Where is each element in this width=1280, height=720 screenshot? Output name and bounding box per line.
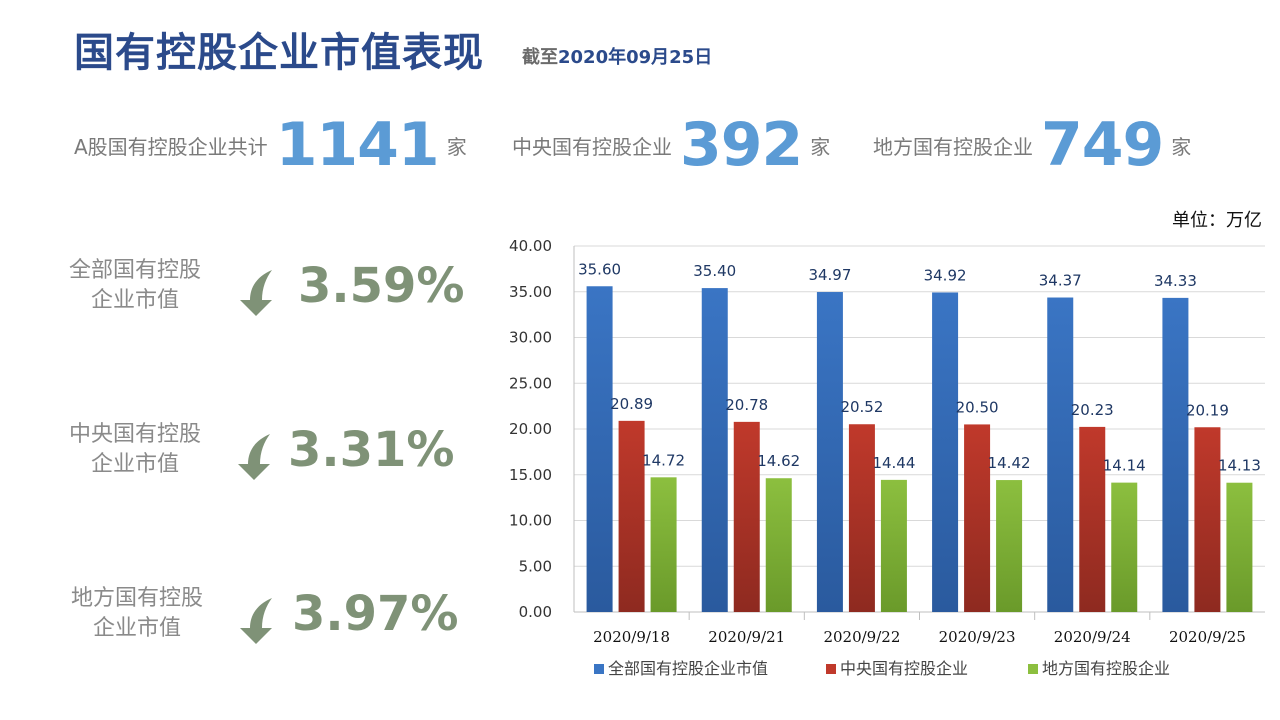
arrow-down-icon (238, 434, 270, 480)
arrow-down-icon (240, 598, 272, 644)
change-local: 地方国有控股 企业市值 3.97% (50, 584, 470, 664)
bar-series-1 (932, 292, 959, 612)
bar-value-label: 35.60 (578, 260, 621, 278)
change-all: 全部国有控股 企业市值 3.59% (50, 256, 470, 336)
x-tick-label: 2020/9/24 (1054, 628, 1131, 646)
change-central-label-line1: 中央国有控股 (68, 422, 201, 447)
bar-value-label: 14.62 (757, 452, 800, 470)
bar-series-2 (848, 424, 875, 612)
bar-value-label: 14.72 (642, 451, 685, 469)
bar-value-label: 20.52 (840, 398, 883, 416)
legend-swatch (826, 664, 836, 674)
bar-series-3 (880, 479, 907, 612)
page-subtitle: 截至2020年09月25日 (522, 43, 712, 69)
x-tick-label: 2020/9/25 (1169, 628, 1246, 646)
change-all-label: 全部国有控股 企业市值 (50, 256, 220, 316)
bar-value-label: 14.42 (988, 454, 1031, 472)
subtitle-prefix: 截至 (522, 47, 558, 68)
bar-series-2 (618, 420, 645, 612)
stat-central-label: 中央国有控股企业 (512, 134, 672, 159)
bar-series-1 (701, 288, 728, 612)
change-central: 中央国有控股 企业市值 3.31% (50, 420, 470, 500)
y-tick-label: 20.00 (509, 420, 552, 438)
y-tick-label: 35.00 (509, 283, 552, 301)
stat-local-label: 地方国有控股企业 (873, 134, 1033, 159)
bar-value-label: 35.40 (693, 262, 736, 280)
change-local-label: 地方国有控股 企业市值 (52, 584, 222, 644)
change-central-label-line2: 企业市值 (90, 452, 179, 477)
bar-series-3 (650, 477, 677, 612)
bar-value-label: 20.19 (1186, 401, 1229, 419)
legend-label: 地方国有控股企业 (1042, 659, 1170, 678)
change-central-label: 中央国有控股 企业市值 (50, 420, 220, 480)
stat-local: 地方国有控股企业 749 家 (873, 110, 1192, 180)
y-tick-label: 5.00 (519, 557, 552, 575)
bar-series-2 (1194, 427, 1221, 612)
change-all-label-line1: 全部国有控股 (68, 258, 201, 283)
bar-value-label: 20.78 (725, 396, 768, 414)
x-tick-label: 2020/9/21 (708, 628, 785, 646)
market-value-bar-chart: 0.00 5.00 10.00 15.00 20.00 25.00 30.00 35.00 40… (509, 237, 1265, 678)
change-all-value: 3.59% (298, 258, 465, 314)
change-local-label-line2: 企业市值 (92, 616, 181, 641)
legend-label: 全部国有控股企业市值 (608, 659, 768, 678)
change-local-label-line1: 地方国有控股 (70, 586, 203, 611)
stat-total-unit: 家 (446, 134, 467, 159)
bar-series-1 (816, 292, 843, 612)
subtitle-date: 2020年09月25日 (558, 47, 713, 68)
stat-central-unit: 家 (810, 134, 831, 159)
legend-swatch (1028, 664, 1038, 674)
bar-value-label: 20.89 (610, 395, 653, 413)
y-tick-label: 10.00 (509, 512, 552, 530)
y-tick-label: 30.00 (509, 329, 552, 347)
bar-series-2 (1079, 426, 1106, 612)
chart-unit-label: 单位：万亿 (1172, 210, 1262, 231)
arrow-down-icon (240, 270, 272, 316)
bar-value-label: 14.44 (872, 454, 915, 472)
bar-series-3 (1226, 482, 1253, 612)
bar-series-3 (996, 480, 1023, 612)
y-tick-label: 25.00 (509, 374, 552, 392)
bar-series-1 (586, 286, 613, 612)
stat-local-unit: 家 (1171, 134, 1192, 159)
bar-value-label: 14.14 (1103, 457, 1146, 475)
bar-series-3 (765, 478, 792, 612)
x-tick-label: 2020/9/22 (823, 628, 900, 646)
stat-central: 中央国有控股企业 392 家 (512, 110, 831, 180)
stat-total-label: A股国有控股企业共计 (74, 134, 268, 159)
change-all-label-line2: 企业市值 (90, 288, 179, 313)
bar-value-label: 34.33 (1154, 272, 1197, 290)
stat-local-value: 749 (1041, 110, 1164, 180)
bar-series-2 (733, 421, 760, 612)
bar-value-label: 34.37 (1039, 272, 1082, 290)
stat-total: A股国有控股企业共计 1141 家 (74, 110, 467, 180)
bar-value-label: 34.97 (808, 266, 851, 284)
bar-series-3 (1111, 482, 1138, 612)
bar-series-1 (1162, 297, 1189, 612)
y-tick-label: 15.00 (509, 466, 552, 484)
bar-value-label: 34.92 (924, 266, 967, 284)
bar-value-label: 20.23 (1071, 401, 1114, 419)
stat-total-value: 1141 (275, 110, 440, 180)
page-title: 国有控股企业市值表现 (74, 30, 484, 76)
bar-value-label: 14.13 (1218, 457, 1261, 475)
legend-swatch (594, 664, 604, 674)
bar-value-label: 20.50 (956, 398, 999, 416)
x-tick-label: 2020/9/23 (939, 628, 1016, 646)
change-local-value: 3.97% (292, 586, 459, 642)
y-tick-label: 40.00 (509, 237, 552, 255)
x-tick-label: 2020/9/18 (593, 628, 670, 646)
bar-series-1 (1047, 297, 1074, 612)
legend-label: 中央国有控股企业 (840, 659, 968, 678)
bar-series-2 (964, 424, 991, 612)
change-central-value: 3.31% (288, 422, 455, 478)
stat-central-value: 392 (680, 110, 803, 180)
y-tick-label: 0.00 (519, 603, 552, 621)
